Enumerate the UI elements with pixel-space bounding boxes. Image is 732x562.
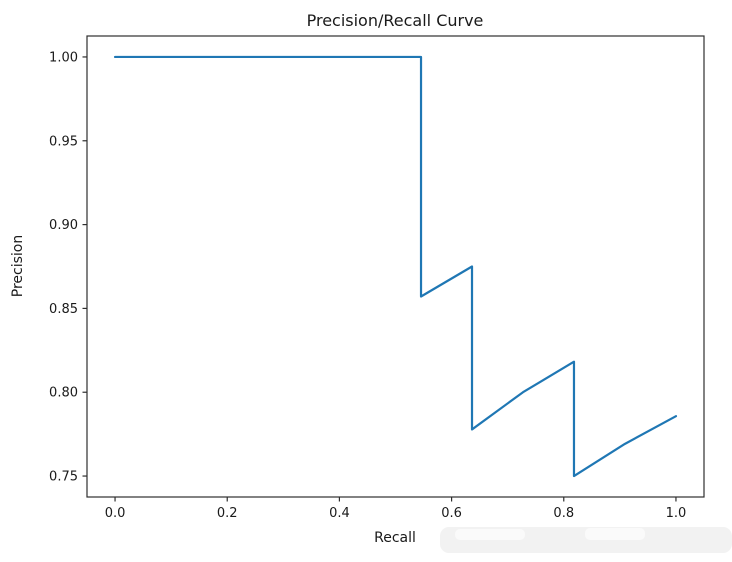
y-tick-label: 1.00 [49, 50, 78, 65]
y-tick-label: 0.90 [49, 218, 78, 233]
x-tick-label: 0.0 [105, 506, 126, 521]
plot-frame [86, 35, 705, 498]
x-tick-label: 0.4 [329, 506, 350, 521]
x-tick-label: 0.6 [441, 506, 462, 521]
x-tick-label: 1.0 [666, 506, 687, 521]
chart-title: Precision/Recall Curve [307, 11, 484, 30]
x-tick-label: 0.8 [553, 506, 574, 521]
x-tick-label: 0.2 [217, 506, 238, 521]
y-tick-label: 0.75 [49, 470, 78, 485]
y-tick-label: 0.95 [49, 134, 78, 149]
axis-ticks: 0.0 0.2 0.4 0.6 0.8 1.0 0.75 0.80 0.85 0.90 0.95 1.… [49, 50, 686, 521]
watermark-smudge [440, 527, 732, 553]
pr-curve-line [113, 55, 678, 478]
x-axis-label: Recall [374, 530, 416, 546]
y-axis-label: Precision [10, 235, 26, 297]
y-tick-label: 0.80 [49, 386, 78, 401]
y-tick-label: 0.85 [49, 302, 78, 317]
